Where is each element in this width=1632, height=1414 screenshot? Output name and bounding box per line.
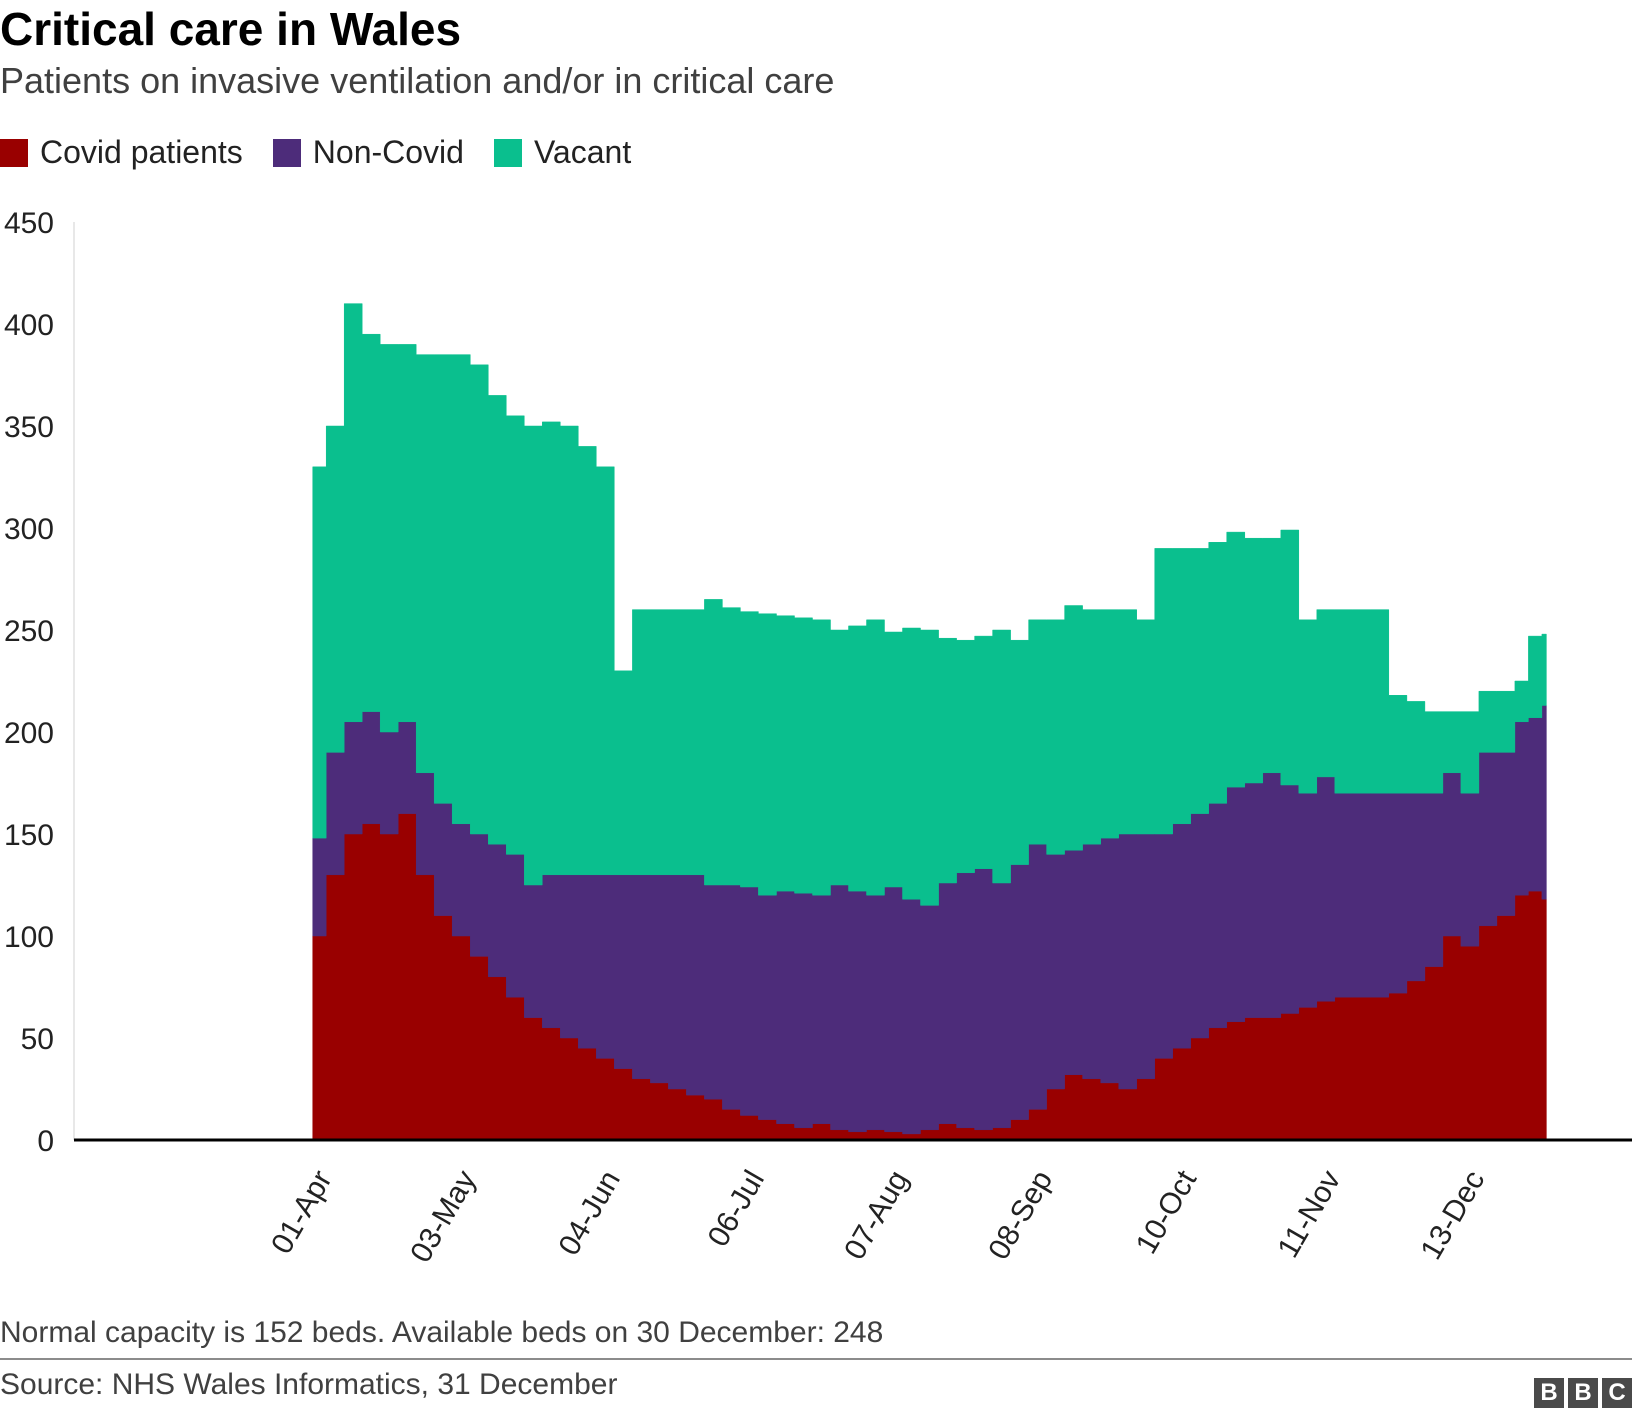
- x-tick-label: 07-Aug: [838, 1165, 915, 1265]
- series-area-vacant: [312, 303, 1547, 906]
- bbc-logo-letter: B: [1534, 1378, 1564, 1408]
- x-tick-label: 03-May: [404, 1165, 483, 1268]
- y-tick-label: 300: [4, 513, 54, 546]
- bbc-logo-letter: B: [1568, 1378, 1598, 1408]
- legend-swatch-non-covid: [272, 138, 301, 167]
- y-tick-label: 100: [4, 921, 54, 954]
- legend-label-vacant: Vacant: [533, 134, 632, 170]
- bbc-logo: B B C: [1530, 1378, 1632, 1408]
- x-tick-label: 10-Oct: [1130, 1164, 1204, 1259]
- stacked-area-chart: 0 50 100 150 200 250 300 350 400 450 01-Apr 03-May 0…: [4, 207, 1632, 1268]
- x-tick-label: 01-Apr: [265, 1165, 339, 1259]
- chart-title: Critical care in Wales: [0, 3, 462, 55]
- x-tick-label: 13-Dec: [1415, 1165, 1492, 1265]
- chart-legend: Covid patients Non-Covid Vacant: [0, 134, 661, 171]
- x-tick-label: 08-Sep: [982, 1165, 1059, 1265]
- x-tick-label: 06-Jul: [702, 1165, 771, 1252]
- capacity-note: Normal capacity is 152 beds. Available b…: [0, 1316, 884, 1349]
- y-tick-label: 0: [37, 1125, 54, 1158]
- legend-item-non-covid: Non-Covid: [272, 134, 464, 171]
- bbc-logo-letter: C: [1602, 1378, 1632, 1408]
- source-text: Source: NHS Wales Informatics, 31 Decemb…: [0, 1368, 618, 1401]
- chart-subtitle: Patients on invasive ventilation and/or …: [0, 60, 835, 101]
- y-tick-label: 200: [4, 717, 54, 750]
- y-tick-label: 450: [4, 207, 54, 240]
- y-tick-label: 50: [21, 1023, 54, 1056]
- y-tick-label: 250: [4, 615, 54, 648]
- x-tick-label: 04-Jun: [552, 1165, 626, 1261]
- legend-swatch-vacant: [493, 138, 522, 167]
- y-tick-label: 150: [4, 819, 54, 852]
- legend-swatch-covid: [0, 138, 28, 167]
- y-tick-label: 350: [4, 411, 54, 444]
- legend-label-covid: Covid patients: [40, 134, 243, 170]
- y-tick-label: 400: [4, 309, 54, 342]
- legend-label-non-covid: Non-Covid: [312, 134, 464, 170]
- x-tick-label: 11-Nov: [1272, 1165, 1348, 1263]
- legend-item-vacant: Vacant: [493, 134, 632, 171]
- footer-divider: [0, 1358, 1632, 1360]
- legend-item-covid: Covid patients: [0, 134, 243, 171]
